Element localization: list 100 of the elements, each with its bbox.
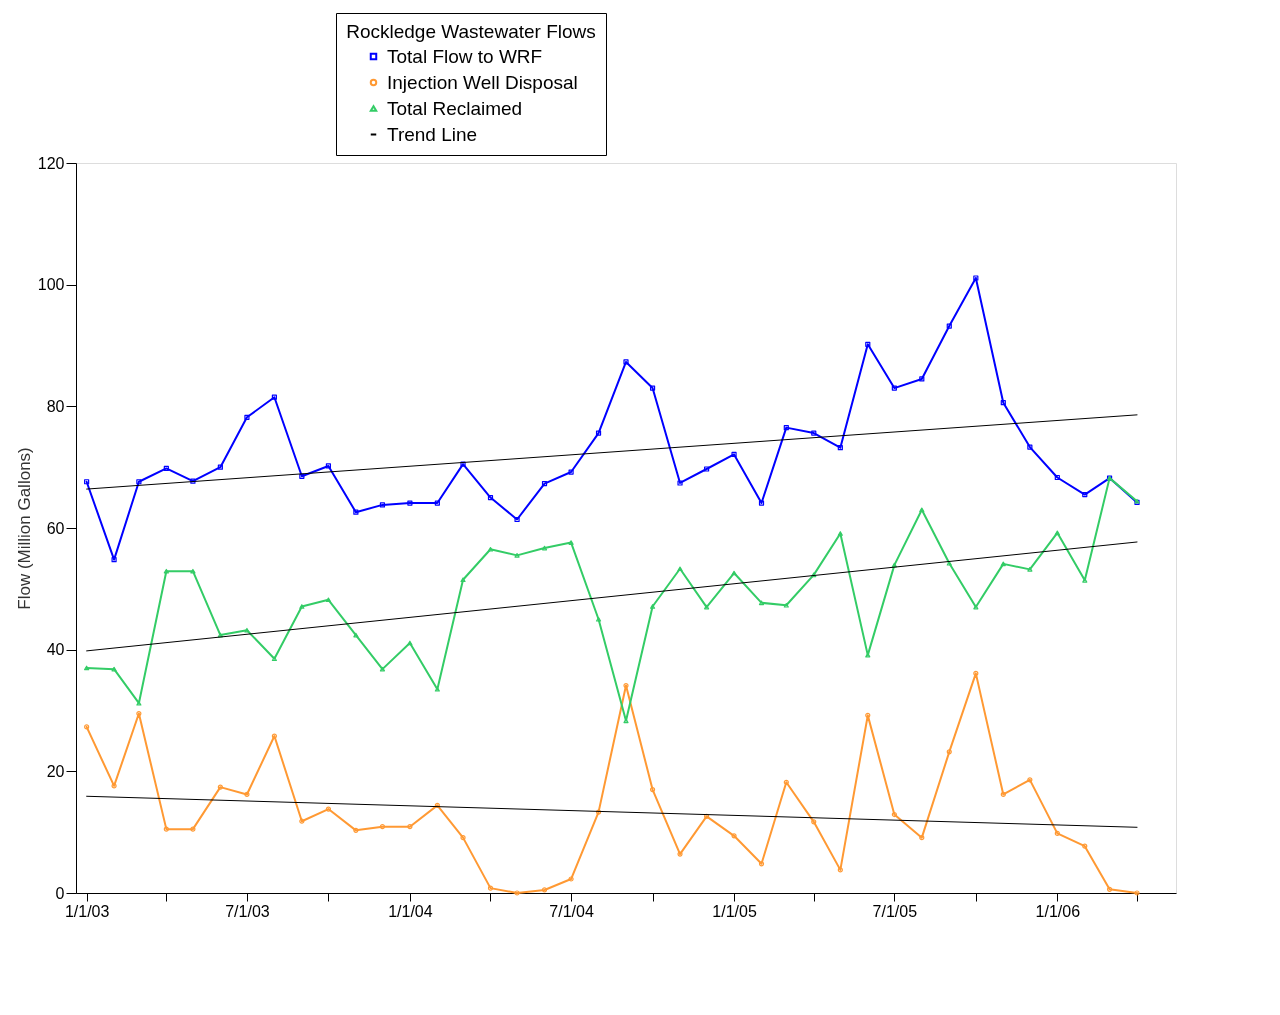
point [811, 819, 817, 825]
point [190, 478, 196, 484]
legend-title: Rockledge Wastewater Flows [346, 21, 596, 42]
point [704, 466, 710, 472]
point [919, 507, 925, 513]
point [1027, 567, 1033, 572]
point [353, 827, 359, 833]
point [758, 600, 765, 606]
x-tick-label: 1/1/04 [388, 902, 433, 920]
point [1054, 830, 1060, 836]
point [379, 666, 386, 672]
point [271, 733, 277, 739]
point [190, 826, 196, 832]
point [891, 385, 897, 391]
point [946, 749, 952, 755]
point [865, 652, 871, 658]
point [1027, 444, 1033, 450]
point [568, 469, 574, 475]
point [514, 516, 520, 523]
point [595, 430, 602, 436]
point [325, 806, 332, 812]
point [541, 887, 548, 893]
point [407, 640, 413, 646]
y-tick-label: 20 [46, 762, 65, 780]
point [136, 479, 142, 485]
point [487, 885, 494, 891]
point [407, 500, 413, 506]
point [919, 835, 925, 841]
x-tick-label: 7/1/03 [225, 902, 270, 920]
point [649, 604, 656, 609]
point [758, 500, 765, 506]
point [379, 502, 386, 508]
point [163, 568, 169, 574]
point [837, 531, 843, 536]
point [837, 867, 843, 873]
point [1000, 791, 1006, 798]
point [244, 627, 250, 633]
y-tick-label: 100 [37, 276, 65, 294]
point [623, 682, 629, 689]
point [595, 616, 602, 622]
point [84, 665, 90, 671]
point [190, 568, 196, 574]
point [973, 275, 979, 281]
point [299, 604, 305, 609]
point [649, 786, 656, 793]
x-tick-label: 1/1/06 [1035, 902, 1081, 920]
point [1082, 843, 1088, 849]
legend-label: Trend Line [387, 123, 478, 145]
y-tick-label: 40 [46, 641, 65, 659]
point [407, 824, 413, 830]
point [623, 359, 629, 365]
y-axis-title: Flow (Million Gallons) [14, 447, 34, 610]
point [379, 824, 386, 830]
point [865, 712, 871, 718]
point [677, 566, 683, 572]
point [460, 461, 466, 467]
point [299, 818, 305, 824]
point [325, 463, 332, 469]
point [1000, 561, 1006, 567]
point [568, 876, 574, 882]
point [353, 509, 359, 515]
x-tick-label: 1/1/05 [712, 902, 757, 920]
point [946, 323, 952, 329]
point [136, 710, 142, 717]
point [973, 604, 979, 610]
point [111, 666, 117, 672]
point [946, 560, 952, 566]
point [163, 826, 169, 832]
point [731, 833, 737, 839]
point [460, 835, 466, 841]
point [568, 540, 574, 545]
point [111, 783, 117, 789]
point [1106, 886, 1113, 892]
point [244, 414, 250, 420]
y-tick-label: 60 [46, 519, 65, 537]
point [973, 670, 979, 676]
point [244, 791, 250, 798]
point [217, 784, 223, 790]
point [677, 480, 683, 486]
legend-label: Injection Well Disposal [387, 71, 578, 93]
point [1027, 777, 1033, 783]
point [460, 577, 466, 583]
y-tick-label: 120 [37, 154, 65, 172]
point [487, 546, 494, 552]
legend-label: Total Reclaimed [387, 97, 523, 119]
point [783, 602, 789, 608]
point [731, 451, 737, 457]
point [434, 500, 440, 506]
point [783, 779, 789, 785]
point [677, 851, 683, 857]
point [891, 811, 897, 818]
point [353, 632, 359, 638]
point [811, 430, 817, 436]
y-tick-label: 80 [46, 397, 65, 415]
point [514, 890, 520, 896]
x-tick-label: 7/1/04 [549, 902, 594, 920]
point [919, 376, 925, 382]
point [623, 718, 629, 724]
point [649, 385, 656, 391]
point [325, 597, 332, 603]
